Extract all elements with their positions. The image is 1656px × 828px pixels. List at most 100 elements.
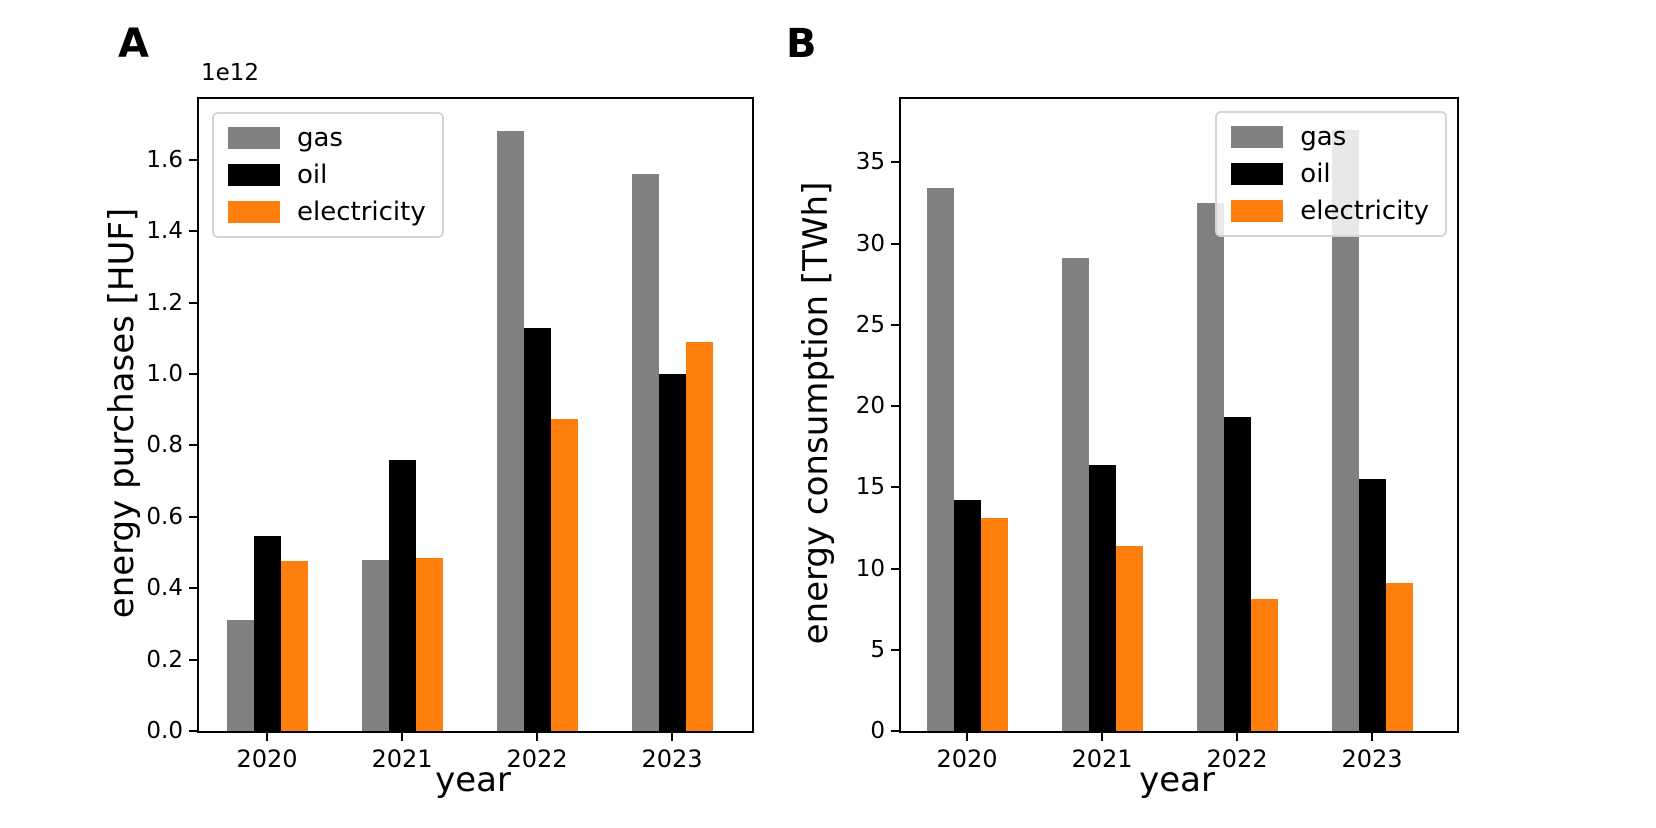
x-tick-label: 2022 <box>1206 745 1268 773</box>
bar-electricity-2022 <box>550 418 578 731</box>
y-tick-mark <box>891 730 899 732</box>
y-tick-mark <box>189 301 197 304</box>
bar-gas-2020 <box>926 188 954 731</box>
legend-item-electricity: electricity <box>228 197 426 227</box>
y-tick-label: 35 <box>855 149 885 176</box>
y-tick-mark <box>891 405 899 408</box>
y-tick-mark <box>891 567 899 570</box>
bar-oil-2020 <box>953 500 981 731</box>
bar-oil-2021 <box>1088 464 1116 731</box>
legend-label-oil: oil <box>297 160 328 190</box>
y-tick-label: 0.0 <box>146 718 183 744</box>
y-tick-mark <box>891 323 899 326</box>
y-tick-label: 0 <box>870 718 885 744</box>
y-tick-mark <box>189 515 197 518</box>
legend-label-oil: oil <box>1300 159 1331 189</box>
panel-b-x-axis-label: year <box>1139 760 1215 800</box>
gas-swatch-icon <box>1231 126 1284 148</box>
bar-electricity-2023 <box>685 341 713 731</box>
panel-b-plot-area: 0 5 10 15 20 25 30 35 2020 2021 2022 2023 gas oil elec… <box>856 97 1459 773</box>
panel-a-label: A <box>118 21 149 67</box>
bar-gas-2022 <box>496 131 524 731</box>
legend-label-gas: gas <box>1300 122 1347 152</box>
bar-gas-2020 <box>226 620 254 731</box>
legend-item-gas: gas <box>228 123 426 153</box>
x-tick-mark <box>401 733 403 741</box>
y-tick-mark <box>891 161 899 164</box>
y-tick-label: 25 <box>855 311 885 338</box>
panel-a-axis-offset-text: 1e12 <box>201 60 260 86</box>
panel-b-label: B <box>786 21 817 67</box>
y-tick-label: 1.4 <box>146 218 183 245</box>
y-tick-label: 20 <box>855 393 885 420</box>
legend-item-oil: oil <box>1231 159 1429 189</box>
y-tick-mark <box>891 486 899 489</box>
y-tick-mark <box>189 587 197 590</box>
legend-label-electricity: electricity <box>1300 196 1429 226</box>
bar-gas-2023 <box>631 173 659 731</box>
panel-a-y-axis-label: energy purchases [HUF] <box>102 207 142 619</box>
bar-electricity-2021 <box>1115 545 1143 731</box>
x-tick-label: 2022 <box>506 745 568 773</box>
bar-electricity-2020 <box>980 518 1008 731</box>
bar-electricity-2023 <box>1385 583 1413 731</box>
x-tick-mark <box>1101 733 1103 741</box>
y-tick-mark <box>189 158 197 161</box>
bar-oil-2020 <box>253 536 281 731</box>
y-tick-mark <box>189 444 197 447</box>
bar-electricity-2020 <box>280 561 308 731</box>
y-tick-label: 0.2 <box>146 646 183 673</box>
bar-gas-2022 <box>1196 202 1224 731</box>
bar-electricity-2021 <box>415 557 443 731</box>
bar-oil-2021 <box>388 459 416 731</box>
legend-item-oil: oil <box>228 160 426 190</box>
bar-oil-2023 <box>658 373 686 731</box>
legend: gas oil electricity <box>212 112 444 238</box>
y-tick-label: 30 <box>855 230 885 257</box>
y-tick-mark <box>189 730 197 732</box>
x-tick-mark <box>966 733 968 741</box>
x-tick-label: 2023 <box>1341 745 1403 773</box>
bar-oil-2022 <box>523 327 551 731</box>
x-tick-label: 2021 <box>371 745 433 773</box>
panel-a-plot-area: 0.0 0.2 0.4 0.6 0.8 1.0 1.2 1.4 1.6 2020 2021 2022 2… <box>146 97 754 773</box>
panel-a-x-axis-label: year <box>435 760 511 800</box>
y-tick-mark <box>891 242 899 245</box>
x-tick-mark <box>536 733 538 741</box>
electricity-swatch-icon <box>1231 200 1284 222</box>
electricity-swatch-icon <box>228 201 280 223</box>
legend-label-electricity: electricity <box>297 197 426 227</box>
oil-swatch-icon <box>1231 163 1284 185</box>
y-tick-label: 10 <box>855 555 885 582</box>
legend-item-gas: gas <box>1231 122 1429 152</box>
x-tick-label: 2021 <box>1071 745 1133 773</box>
bar-electricity-2022 <box>1250 599 1278 731</box>
y-tick-mark <box>189 372 197 375</box>
y-tick-label: 0.6 <box>146 503 183 530</box>
y-tick-label: 1.0 <box>146 360 183 387</box>
y-tick-label: 0.4 <box>146 575 183 602</box>
y-tick-label: 5 <box>870 636 885 663</box>
y-tick-label: 15 <box>855 474 885 501</box>
y-tick-label: 0.8 <box>146 432 183 459</box>
x-tick-label: 2020 <box>936 745 998 773</box>
x-tick-label: 2023 <box>641 745 703 773</box>
bar-oil-2022 <box>1223 417 1251 731</box>
x-tick-label: 2020 <box>236 745 298 773</box>
y-tick-label: 1.6 <box>146 146 183 173</box>
x-tick-mark <box>1236 733 1238 741</box>
x-tick-mark <box>266 733 268 741</box>
x-tick-mark <box>671 733 673 741</box>
y-tick-label: 1.2 <box>146 289 183 316</box>
bar-gas-2021 <box>1061 258 1089 731</box>
bar-oil-2023 <box>1358 479 1386 731</box>
x-tick-mark <box>1371 733 1373 741</box>
oil-swatch-icon <box>228 164 280 186</box>
y-tick-mark <box>189 658 197 661</box>
gas-swatch-icon <box>228 127 280 149</box>
legend-label-gas: gas <box>297 123 343 153</box>
y-tick-mark <box>189 230 197 233</box>
legend-item-electricity: electricity <box>1231 196 1429 226</box>
panel-b-y-axis-label: energy consumption [TWh] <box>796 181 836 645</box>
